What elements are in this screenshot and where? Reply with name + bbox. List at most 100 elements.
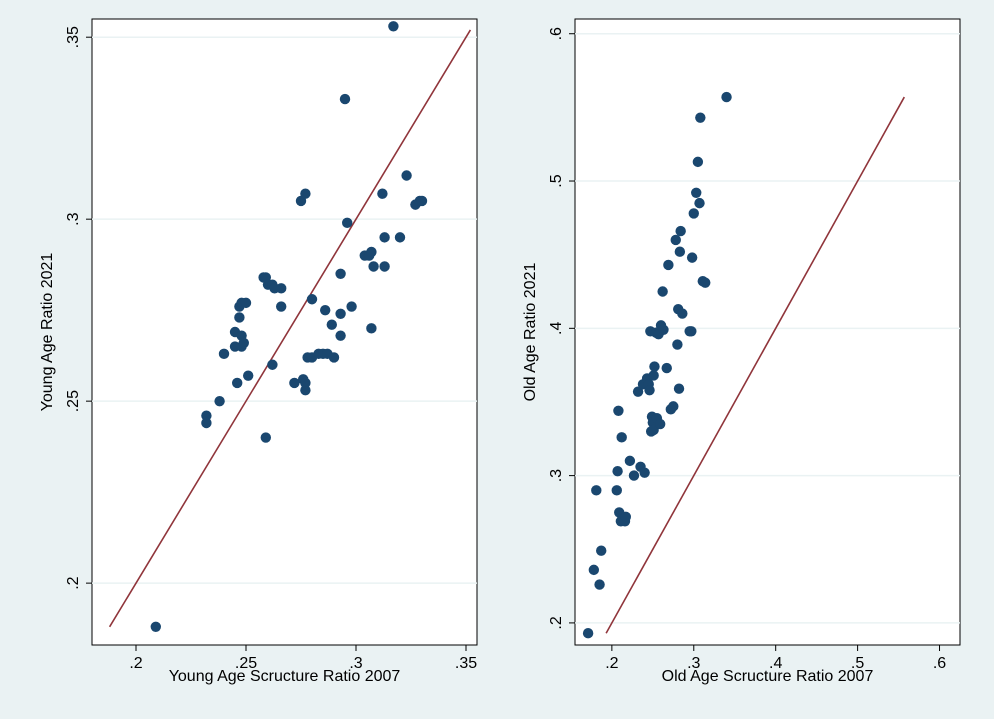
young-age-data-point bbox=[218, 348, 230, 360]
old-age-data-point bbox=[688, 208, 699, 219]
old-age-data-point bbox=[612, 465, 623, 477]
young-age-data-point bbox=[232, 377, 243, 389]
young-age-data-point bbox=[366, 246, 377, 258]
old-age-identity-line bbox=[605, 96, 905, 634]
young-age-data-point bbox=[300, 377, 311, 389]
young-age-scatter-panel: .2 .25 .3 .35 .2 .25 .3 .35 Young Age Scructure … bbox=[39, 18, 478, 685]
old-age-data-point bbox=[672, 339, 683, 350]
old-age-x-tick-label: .6 bbox=[933, 655, 946, 672]
old-age-data-point bbox=[582, 628, 594, 639]
young-age-data-point bbox=[300, 385, 311, 396]
young-age-x-tick-label: .25 bbox=[235, 655, 257, 672]
old-age-data-point bbox=[639, 467, 650, 478]
old-age-y-tick-label: .5 bbox=[548, 174, 565, 187]
old-age-data-point bbox=[686, 326, 697, 337]
old-age-data-point bbox=[658, 324, 669, 335]
old-age-data-point bbox=[588, 564, 600, 576]
young-age-data-point bbox=[201, 417, 212, 429]
old-age-data-point bbox=[675, 225, 686, 237]
young-age-x-tick-label: .2 bbox=[129, 655, 142, 672]
young-age-data-point bbox=[377, 188, 388, 199]
young-age-data-point bbox=[289, 377, 300, 389]
old-age-data-point bbox=[591, 485, 602, 496]
young-age-data-point bbox=[379, 261, 390, 272]
young-age-data-point bbox=[260, 432, 271, 443]
young-age-data-point bbox=[401, 170, 412, 181]
old-age-y-tick-label: .3 bbox=[548, 469, 565, 482]
young-age-data-point bbox=[201, 410, 212, 421]
young-age-data-point bbox=[342, 217, 353, 229]
young-age-data-point bbox=[243, 370, 254, 381]
young-age-y-tick-label: .3 bbox=[65, 212, 82, 225]
young-age-data-point bbox=[276, 301, 287, 312]
young-age-data-point bbox=[300, 188, 311, 199]
young-age-data-point bbox=[320, 304, 331, 316]
old-age-plot-region bbox=[574, 18, 961, 646]
young-age-data-point bbox=[368, 261, 379, 272]
young-age-data-point bbox=[379, 232, 390, 243]
young-age-data-point bbox=[238, 337, 249, 349]
young-age-y-axis-title: Young Age Ratio 2021 bbox=[39, 253, 56, 412]
old-age-data-point bbox=[628, 470, 640, 481]
old-age-data-point bbox=[670, 234, 681, 246]
young-age-y-tick-label: .25 bbox=[65, 390, 82, 412]
old-age-data-point bbox=[657, 286, 668, 297]
old-age-x-tick-label: .3 bbox=[687, 655, 700, 672]
old-age-data-point bbox=[677, 308, 688, 319]
old-age-data-point bbox=[644, 384, 655, 396]
young-age-y-tick-label: .35 bbox=[65, 26, 82, 48]
old-age-data-point bbox=[613, 405, 624, 417]
old-age-data-point bbox=[663, 259, 674, 271]
old-age-y-tick-label: .2 bbox=[548, 616, 565, 629]
old-age-data-point bbox=[694, 197, 705, 209]
young-age-data-point bbox=[267, 359, 278, 370]
young-age-identity-line bbox=[108, 29, 472, 628]
young-age-data-point bbox=[276, 283, 287, 294]
old-age-data-point bbox=[692, 156, 704, 168]
young-age-data-point bbox=[326, 319, 337, 330]
young-age-data-point bbox=[388, 21, 399, 32]
old-age-data-point bbox=[691, 187, 702, 199]
old-age-data-point bbox=[673, 383, 685, 394]
old-age-data-point bbox=[695, 112, 706, 123]
young-age-x-axis-title: Young Age Scructure Ratio 2007 bbox=[169, 668, 401, 685]
old-age-data-point bbox=[686, 252, 698, 263]
old-age-data-point bbox=[594, 579, 605, 590]
old-age-data-point bbox=[654, 418, 666, 430]
old-age-data-point bbox=[648, 370, 659, 381]
young-age-data-point bbox=[150, 621, 161, 633]
young-age-x-tick-label: .3 bbox=[349, 655, 362, 672]
young-age-data-point bbox=[214, 395, 225, 407]
old-age-y-tick-label: .6 bbox=[548, 27, 565, 40]
old-age-data-point bbox=[721, 91, 732, 103]
old-age-data-point bbox=[596, 545, 607, 556]
old-age-scatter-panel: .2 .3 .4 .5 .6 .2 .3 .4 .5 .6 Old Age Scructure Ra… bbox=[522, 18, 961, 685]
old-age-data-point bbox=[624, 455, 636, 467]
young-age-data-point bbox=[240, 297, 252, 309]
old-age-x-tick-label: .2 bbox=[605, 655, 618, 672]
young-age-data-point bbox=[416, 195, 428, 207]
young-age-data-point bbox=[346, 301, 357, 312]
old-age-x-tick-label: .5 bbox=[851, 655, 864, 672]
young-age-data-point bbox=[335, 268, 346, 279]
old-age-y-axis-title: Old Age Ratio 2021 bbox=[522, 263, 539, 402]
young-age-x-tick-label: .35 bbox=[455, 655, 477, 672]
young-age-data-point bbox=[306, 294, 318, 305]
young-age-y-tick-label: .2 bbox=[65, 576, 82, 589]
old-age-data-point bbox=[632, 386, 644, 397]
old-age-data-point bbox=[611, 485, 622, 496]
old-age-y-tick-label: .4 bbox=[548, 322, 565, 335]
young-age-data-point bbox=[234, 312, 245, 323]
young-age-data-point bbox=[335, 308, 346, 320]
young-age-data-point bbox=[394, 232, 406, 243]
old-age-data-point bbox=[620, 511, 631, 523]
old-age-data-point bbox=[649, 361, 660, 372]
young-age-data-point bbox=[335, 330, 346, 341]
young-age-plot-region bbox=[91, 18, 478, 646]
old-age-x-axis-title: Old Age Scructure Ratio 2007 bbox=[662, 668, 874, 685]
old-age-x-tick-label: .4 bbox=[769, 655, 782, 672]
old-age-data-point bbox=[674, 246, 686, 257]
old-age-data-point bbox=[700, 277, 711, 288]
old-age-data-point bbox=[661, 362, 672, 374]
